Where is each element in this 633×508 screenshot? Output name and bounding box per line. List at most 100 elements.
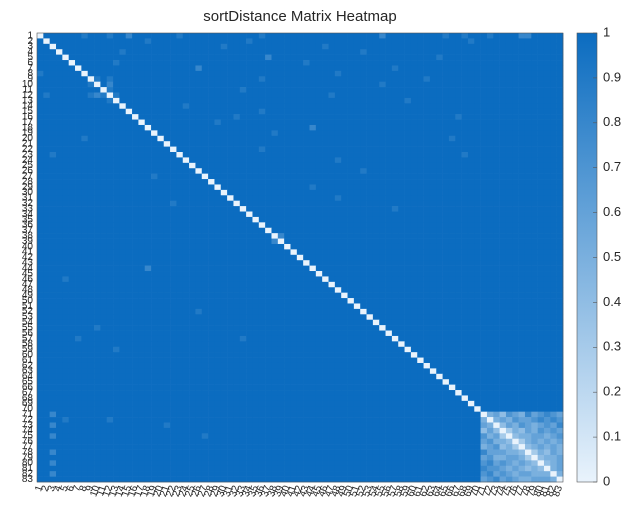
cell [322, 157, 329, 164]
cell [461, 265, 469, 272]
cell [157, 319, 165, 326]
cell [417, 200, 424, 207]
cell [201, 352, 209, 358]
cell [467, 249, 475, 256]
cell [151, 179, 158, 185]
cell [252, 33, 260, 39]
cell [81, 271, 88, 277]
cell [106, 141, 114, 147]
cell [429, 260, 437, 266]
cell [227, 298, 234, 304]
cell [442, 65, 450, 72]
cell [258, 92, 266, 99]
cell [518, 54, 526, 61]
cell [201, 298, 209, 304]
cell [543, 157, 551, 164]
cell [550, 341, 557, 348]
cell [87, 103, 95, 110]
cell [43, 325, 50, 331]
cell [125, 152, 133, 158]
cell [537, 114, 545, 120]
cell [176, 87, 184, 93]
cell [493, 216, 500, 223]
cell [163, 341, 171, 348]
cell [170, 114, 177, 120]
cell [347, 38, 355, 45]
cell [550, 43, 557, 50]
cell [132, 157, 139, 164]
cell [277, 281, 285, 288]
cell [119, 357, 127, 364]
cell [252, 130, 260, 137]
cell [106, 357, 114, 364]
cell [113, 352, 120, 358]
cell [480, 189, 488, 196]
cell [151, 146, 158, 153]
cell [322, 308, 329, 315]
cell [448, 276, 456, 283]
cell [417, 292, 424, 299]
cell [100, 179, 108, 185]
cell [182, 92, 190, 99]
cell [87, 357, 95, 364]
cell [208, 254, 215, 261]
cell [296, 314, 304, 321]
cell [182, 346, 190, 353]
cell [182, 265, 190, 272]
cell [271, 303, 279, 310]
cell [265, 152, 272, 158]
cell [68, 135, 76, 142]
cell [518, 43, 526, 50]
cell [417, 162, 424, 169]
cell [132, 330, 139, 337]
cell [258, 216, 266, 223]
cell [144, 119, 152, 126]
cell [62, 233, 69, 239]
cell [176, 308, 184, 315]
cell [81, 276, 88, 283]
cell [239, 271, 247, 277]
cell [372, 222, 380, 229]
cell [404, 206, 412, 212]
cell [341, 103, 348, 110]
cell [322, 206, 329, 212]
cell [176, 200, 184, 207]
cell [556, 249, 564, 256]
cell [258, 249, 266, 256]
cell [284, 254, 291, 261]
cell [537, 103, 545, 110]
cell [94, 92, 101, 99]
cell [436, 87, 443, 93]
cell [461, 168, 469, 174]
cell [233, 60, 241, 66]
cell [518, 76, 526, 82]
cell [271, 54, 279, 61]
cell [303, 346, 310, 353]
cell [271, 189, 279, 196]
cell [474, 114, 481, 120]
cell [151, 43, 158, 50]
cell [385, 314, 393, 321]
cell [505, 92, 513, 99]
cell [404, 141, 412, 147]
cell [151, 276, 158, 283]
cell [119, 97, 127, 104]
cell [246, 271, 253, 277]
cell [486, 189, 494, 196]
cell [524, 92, 532, 99]
cell [556, 76, 564, 82]
cell [550, 119, 557, 126]
cell [208, 330, 215, 337]
cell [322, 114, 329, 120]
cell [360, 162, 367, 169]
cell [480, 292, 488, 299]
cell [239, 87, 247, 93]
cell [81, 325, 88, 331]
cell [201, 335, 209, 342]
cell [385, 260, 393, 266]
cell [182, 135, 190, 142]
cell [189, 346, 196, 353]
cell [499, 292, 507, 299]
cell [296, 249, 304, 256]
cell [334, 281, 342, 288]
